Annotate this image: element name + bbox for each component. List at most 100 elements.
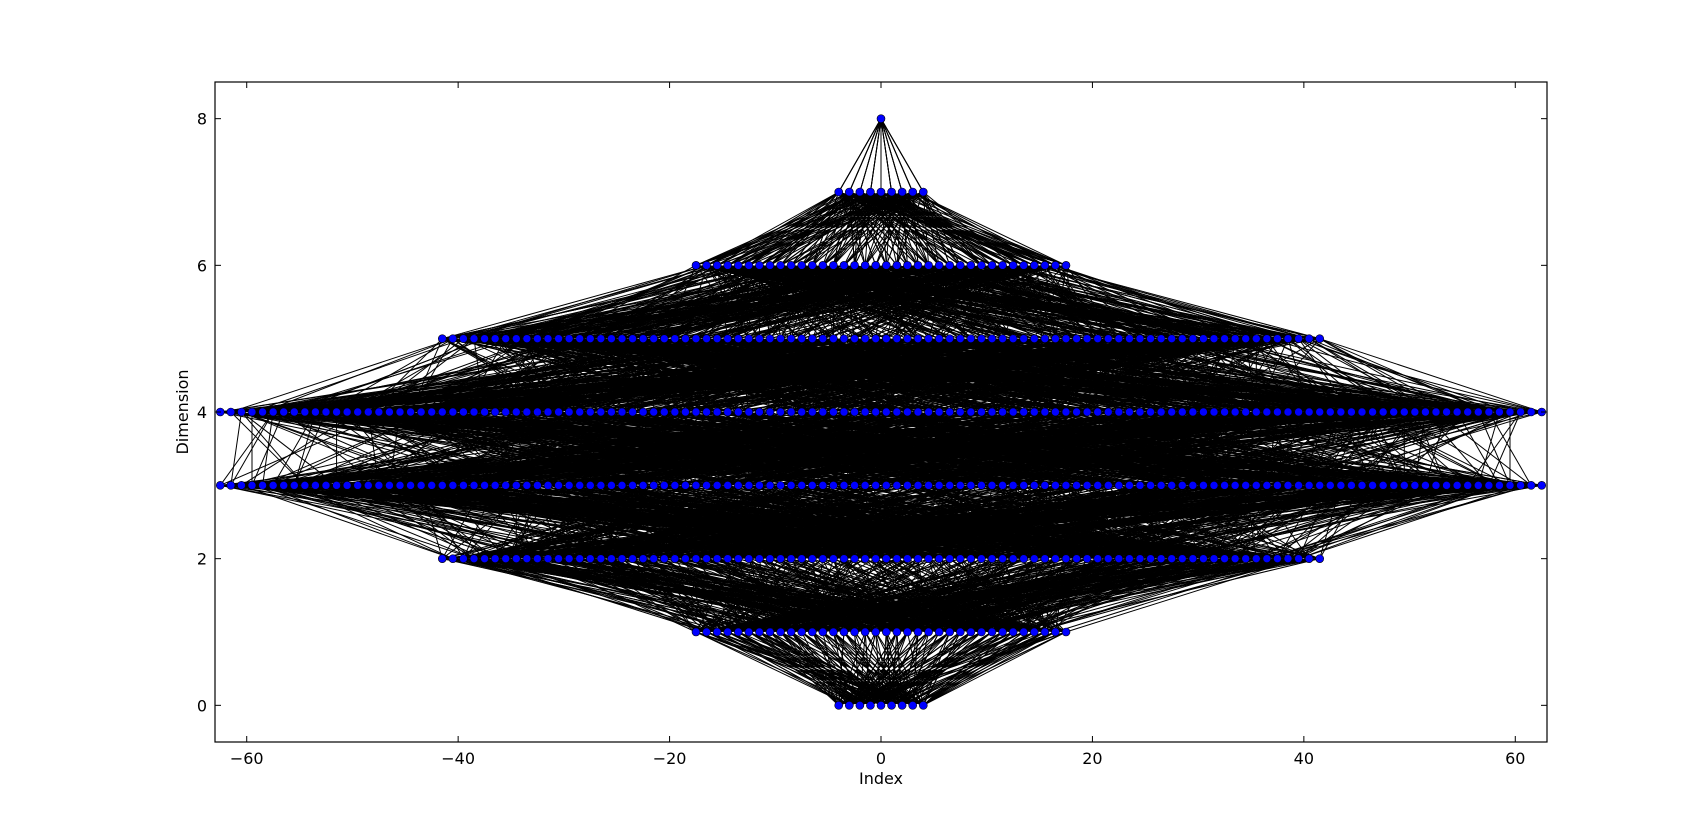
data-point xyxy=(908,701,918,710)
edge-line xyxy=(822,191,850,266)
data-point xyxy=(1061,261,1071,270)
data-point xyxy=(977,554,986,563)
edge-line xyxy=(420,485,443,559)
data-point xyxy=(860,554,870,563)
data-point xyxy=(818,407,828,417)
edge-line xyxy=(706,265,750,339)
edge-line xyxy=(859,631,982,706)
data-point xyxy=(596,554,606,563)
data-point xyxy=(607,481,616,490)
data-point xyxy=(480,407,489,417)
data-point xyxy=(1051,261,1060,270)
data-point xyxy=(755,627,764,637)
edge-line xyxy=(706,558,792,633)
data-point xyxy=(1473,481,1483,490)
data-point xyxy=(765,627,775,637)
data-point xyxy=(670,334,680,343)
data-point xyxy=(903,261,912,270)
data-point xyxy=(818,481,828,490)
data-point xyxy=(681,554,690,563)
data-point xyxy=(892,481,902,490)
edge-line xyxy=(262,484,454,560)
data-point xyxy=(1347,407,1356,417)
edge-line xyxy=(495,338,919,413)
data-point xyxy=(1241,554,1251,563)
edge-line xyxy=(663,265,697,339)
edge-line xyxy=(695,558,898,633)
edge-line xyxy=(1002,264,1320,340)
data-point xyxy=(755,334,764,343)
data-point xyxy=(607,554,616,563)
data-point xyxy=(406,481,415,490)
data-point xyxy=(924,627,933,637)
data-point xyxy=(1283,407,1293,417)
edge-line xyxy=(790,264,1035,340)
data-point xyxy=(839,407,849,417)
data-point xyxy=(490,334,500,343)
data-point xyxy=(659,554,669,563)
data-point xyxy=(860,334,870,343)
data-point xyxy=(924,554,933,563)
x-tick-label: −60 xyxy=(230,749,264,768)
data-point xyxy=(321,481,331,490)
data-point xyxy=(1463,407,1473,417)
data-point xyxy=(892,554,902,563)
data-point xyxy=(543,334,553,343)
data-point xyxy=(311,407,320,417)
data-point xyxy=(1262,481,1272,490)
edge-line xyxy=(230,411,950,486)
data-point xyxy=(818,627,828,637)
data-point xyxy=(1325,407,1335,417)
data-point xyxy=(1410,481,1420,490)
edge-line xyxy=(880,631,1056,706)
edge-line xyxy=(695,558,1183,633)
edge-line xyxy=(241,411,422,486)
data-point xyxy=(437,334,447,343)
data-point xyxy=(596,481,606,490)
data-point xyxy=(638,334,648,343)
data-point xyxy=(628,334,637,343)
edge-line xyxy=(838,631,950,706)
data-point xyxy=(797,554,807,563)
data-point xyxy=(416,481,426,490)
edge-line xyxy=(949,264,1310,340)
data-point xyxy=(1463,481,1473,490)
data-point xyxy=(596,334,606,343)
data-point xyxy=(834,701,844,710)
edge-line xyxy=(325,338,454,413)
data-point xyxy=(1072,481,1081,490)
data-point xyxy=(1072,554,1081,563)
data-point xyxy=(955,627,965,637)
edge-line xyxy=(1139,484,1542,560)
edge-line xyxy=(590,558,697,633)
data-point xyxy=(681,334,690,343)
data-point xyxy=(1209,334,1219,343)
edge-line xyxy=(1023,484,1489,560)
data-point xyxy=(427,481,437,490)
edge-line xyxy=(780,191,840,266)
data-point xyxy=(1220,407,1229,417)
edge-line xyxy=(473,338,486,413)
data-point xyxy=(511,554,521,563)
edge-line xyxy=(716,264,866,340)
data-point xyxy=(237,407,246,417)
data-point xyxy=(533,407,542,417)
data-point xyxy=(712,334,722,343)
edge-line xyxy=(568,558,707,633)
edge-line xyxy=(1488,411,1522,486)
data-point xyxy=(268,407,278,417)
data-point xyxy=(638,554,648,563)
edge-line xyxy=(1129,411,1542,486)
edge-line xyxy=(220,411,1289,486)
data-point xyxy=(1241,407,1251,417)
edge-line xyxy=(230,338,454,413)
data-point xyxy=(934,261,944,270)
edge-line xyxy=(294,484,475,560)
edge-line xyxy=(1118,338,1542,413)
edge-line xyxy=(220,411,1130,486)
edge-line xyxy=(838,631,877,706)
edge-line xyxy=(695,558,1267,633)
edge-line xyxy=(579,264,718,340)
edge-line xyxy=(452,484,866,560)
data-point xyxy=(543,481,553,490)
